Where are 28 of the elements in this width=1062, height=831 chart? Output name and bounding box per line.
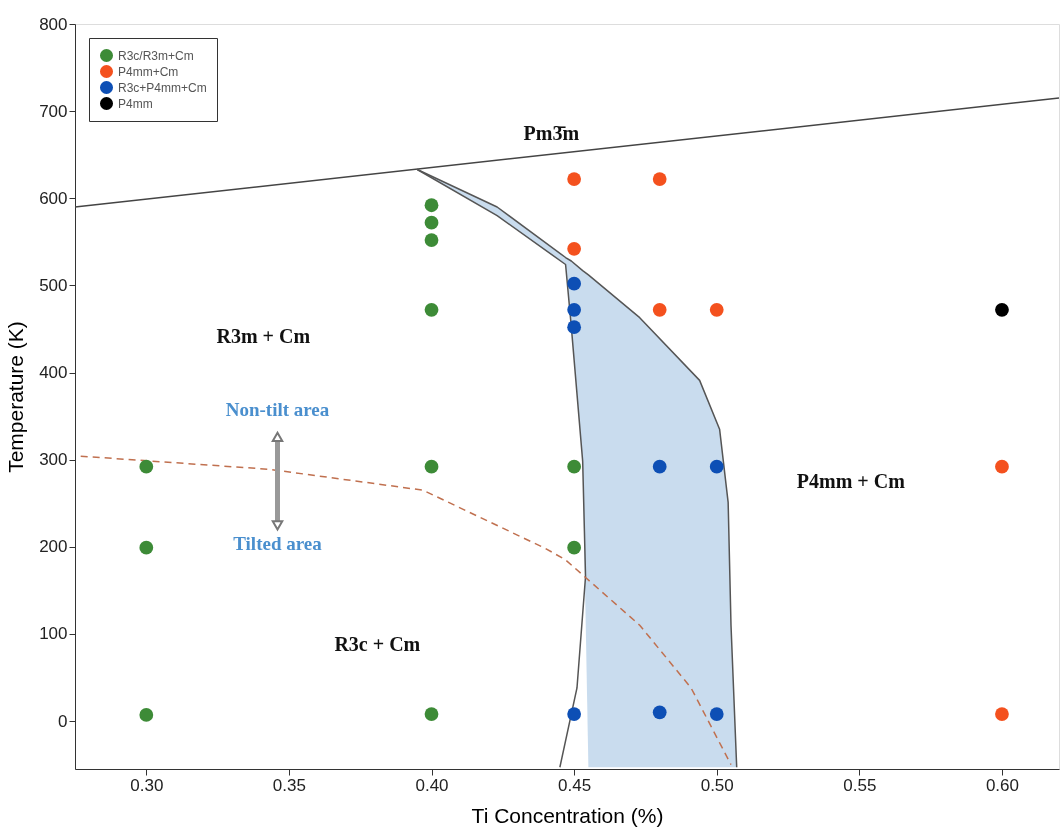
- x-tick-label: 0.55: [843, 775, 877, 795]
- y-tick-label: 600: [39, 188, 68, 208]
- x-axis-title: Ti Concentration (%): [471, 803, 664, 827]
- y-tick-label: 0: [58, 711, 68, 731]
- annotation: Pm3̄m: [523, 121, 580, 144]
- legend-label: P4mm+Cm: [118, 64, 179, 79]
- x-tick-label: 0.30: [130, 775, 164, 795]
- y-tick-label: 500: [39, 275, 68, 295]
- annotation: Tilted area: [233, 533, 323, 555]
- annotation: R3m + Cm: [216, 324, 311, 347]
- y-tick-label: 100: [39, 624, 68, 644]
- legend-label: P4mm: [118, 96, 153, 111]
- x-tick-label: 0.50: [700, 775, 734, 795]
- legend-label: R3c/R3m+Cm: [118, 48, 194, 63]
- y-tick-label: 200: [39, 537, 68, 557]
- x-tick-label: 0.35: [272, 775, 306, 795]
- annotation: Non-tilt area: [225, 399, 330, 421]
- y-tick-label: 300: [39, 450, 68, 470]
- y-tick-label: 800: [39, 14, 68, 34]
- y-tick-label: 400: [39, 363, 68, 383]
- legend-label: R3c+P4mm+Cm: [118, 80, 207, 95]
- annotation: R3c + Cm: [334, 633, 421, 656]
- x-tick-label: 0.60: [985, 775, 1019, 795]
- x-tick-label: 0.45: [558, 775, 592, 795]
- annotation: P4mm + Cm: [796, 470, 906, 493]
- y-tick-label: 700: [39, 101, 68, 121]
- x-tick-label: 0.40: [415, 775, 449, 795]
- y-axis-title: Temperature (K): [4, 321, 28, 473]
